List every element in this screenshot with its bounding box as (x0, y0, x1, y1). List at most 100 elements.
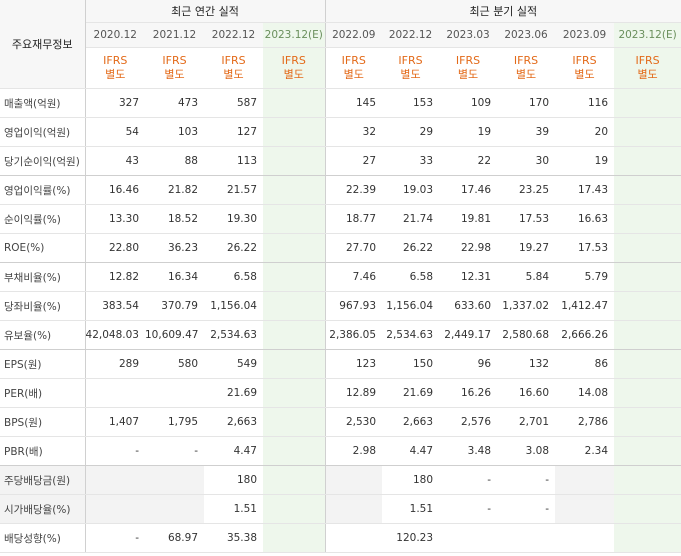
annual-value-cell (263, 407, 326, 437)
basis-label[interactable]: IFRS 별도 (439, 47, 498, 89)
row-label[interactable]: EPS(원) (0, 349, 86, 379)
annual-value-cell: 2,663 (204, 407, 263, 437)
row-label[interactable]: 부채비율(%) (0, 262, 86, 292)
quarter-value-cell (325, 494, 383, 524)
basis-row: IFRS 별도 IFRS 별도 IFRS 별도 IFRS 별도 IFRS 별도 IFRS 별도 IFRS… (0, 47, 681, 89)
row-label[interactable]: 영업이익률(%) (0, 175, 86, 205)
annual-value-cell: 26.22 (204, 233, 263, 263)
quarter-value-cell: 633.60 (439, 291, 498, 321)
quarter-value-cell: 180 (382, 465, 440, 495)
quarter-value-cell: 2,663 (382, 407, 440, 437)
table-row: 부채비율(%) 12.82 16.34 6.58 7.46 6.58 12.31 5.84 5.… (0, 262, 681, 292)
row-label[interactable]: 유보율(%) (0, 320, 86, 350)
quarter-value-cell: 29 (382, 117, 440, 147)
quarter-value-cell (614, 349, 681, 379)
basis-label[interactable]: IFRS 별도 (382, 47, 440, 89)
quarter-value-cell: 12.31 (439, 262, 498, 292)
annual-value-cell (263, 523, 326, 553)
basis-label[interactable]: IFRS 별도 (555, 47, 615, 89)
quarter-value-cell: 1,337.02 (497, 291, 556, 321)
annual-value-cell: 113 (204, 146, 263, 176)
annual-value-cell: 383.54 (85, 291, 145, 321)
quarter-value-cell: 120.23 (382, 523, 440, 553)
basis-label[interactable]: IFRS 별도 (145, 47, 204, 89)
annual-value-cell: 1,795 (145, 407, 204, 437)
quarter-value-cell: 16.60 (497, 378, 556, 408)
quarter-value-cell: 132 (497, 349, 556, 379)
row-label[interactable]: 시가배당율(%) (0, 494, 86, 524)
period-header-annual: 2023.12(E) (263, 22, 326, 48)
quarter-value-cell: 26.22 (382, 233, 440, 263)
row-label[interactable]: 순이익률(%) (0, 204, 86, 234)
annual-value-cell: 68.97 (145, 523, 204, 553)
annual-value-cell: 16.46 (85, 175, 145, 205)
basis-standard: IFRS (455, 54, 481, 67)
annual-value-cell (263, 233, 326, 263)
row-label[interactable]: 매출액(억원) (0, 88, 86, 118)
row-label[interactable]: 영업이익(억원) (0, 117, 86, 147)
row-label[interactable]: 배당성향(%) (0, 523, 86, 553)
quarter-value-cell (614, 117, 681, 147)
row-label[interactable]: PBR(배) (0, 436, 86, 466)
quarter-value-cell: 2,449.17 (439, 320, 498, 350)
quarter-value-cell: 20 (555, 117, 615, 147)
row-label[interactable]: PER(배) (0, 378, 86, 408)
annual-value-cell (85, 378, 145, 408)
row-label[interactable]: 당기순이익(억원) (0, 146, 86, 176)
row-label[interactable]: 당좌비율(%) (0, 291, 86, 321)
annual-value-cell: 21.57 (204, 175, 263, 205)
basis-label[interactable]: IFRS 별도 (325, 47, 383, 89)
quarter-value-cell: 145 (325, 88, 383, 118)
annual-value-cell (263, 465, 326, 495)
annual-value-cell (145, 465, 204, 495)
quarter-value-cell (555, 523, 615, 553)
quarter-value-cell: 7.46 (325, 262, 383, 292)
quarter-value-cell: 153 (382, 88, 440, 118)
annual-value-cell: 1,156.04 (204, 291, 263, 321)
row-label[interactable]: BPS(원) (0, 407, 86, 437)
quarter-value-cell: 96 (439, 349, 498, 379)
quarter-value-cell: 22 (439, 146, 498, 176)
annual-value-cell: 1.51 (204, 494, 263, 524)
table-row: 영업이익(억원) 54 103 127 32 29 19 39 20 (0, 117, 681, 147)
quarter-value-cell: 21.69 (382, 378, 440, 408)
basis-type: 별도 (343, 68, 364, 81)
annual-value-cell (263, 436, 326, 466)
basis-standard: IFRS (281, 54, 306, 67)
basis-label[interactable]: IFRS 별도 (204, 47, 263, 89)
row-label[interactable]: ROE(%) (0, 233, 86, 263)
quarter-value-cell (325, 465, 383, 495)
quarter-value-cell (614, 378, 681, 408)
quarter-value-cell: 23.25 (497, 175, 556, 205)
table-row: 배당성향(%) -68.97 35.38 120.23 (0, 523, 681, 553)
basis-label[interactable]: IFRS 별도 (85, 47, 145, 89)
annual-value-cell (263, 378, 326, 408)
quarter-value-cell: 3.08 (497, 436, 556, 466)
table-row: 유보율(%) 42,048.03 10,609.47 2,534.63 2,386.05… (0, 320, 681, 350)
quarter-value-cell: 2,701 (497, 407, 556, 437)
row-label[interactable]: 주당배당금(원) (0, 465, 86, 495)
quarter-value-cell: 19.27 (497, 233, 556, 263)
annual-value-cell: 21.69 (204, 378, 263, 408)
quarter-value-cell: 150 (382, 349, 440, 379)
annual-value-cell: 180 (204, 465, 263, 495)
annual-section-title: 최근 연간 실적 (85, 0, 326, 23)
table-row: 매출액(억원) 327 473 587 145 153 109 170 116 (0, 88, 681, 118)
quarter-value-cell: 2,534.63 (382, 320, 440, 350)
table-row: BPS(원) 1,407 1,795 2,663 2,530 2,663 2,576 2,70… (0, 407, 681, 437)
period-header-quarter: 2023.06 (497, 22, 556, 48)
quarter-value-cell (614, 465, 681, 495)
quarter-value-cell: 27 (325, 146, 383, 176)
annual-value-cell (263, 117, 326, 147)
quarter-value-cell: 2,530 (325, 407, 383, 437)
annual-value-cell: 54 (85, 117, 145, 147)
basis-label[interactable]: IFRS 별도 (263, 47, 326, 89)
basis-label[interactable]: IFRS 별도 (497, 47, 556, 89)
table-row: 시가배당율(%) 1.51 1.51- - (0, 494, 681, 524)
quarter-value-cell: 22.39 (325, 175, 383, 205)
quarter-value-cell: 967.93 (325, 291, 383, 321)
annual-value-cell: 327 (85, 88, 145, 118)
basis-standard: IFRS (341, 54, 366, 67)
basis-label[interactable]: IFRS 별도 (614, 47, 681, 89)
